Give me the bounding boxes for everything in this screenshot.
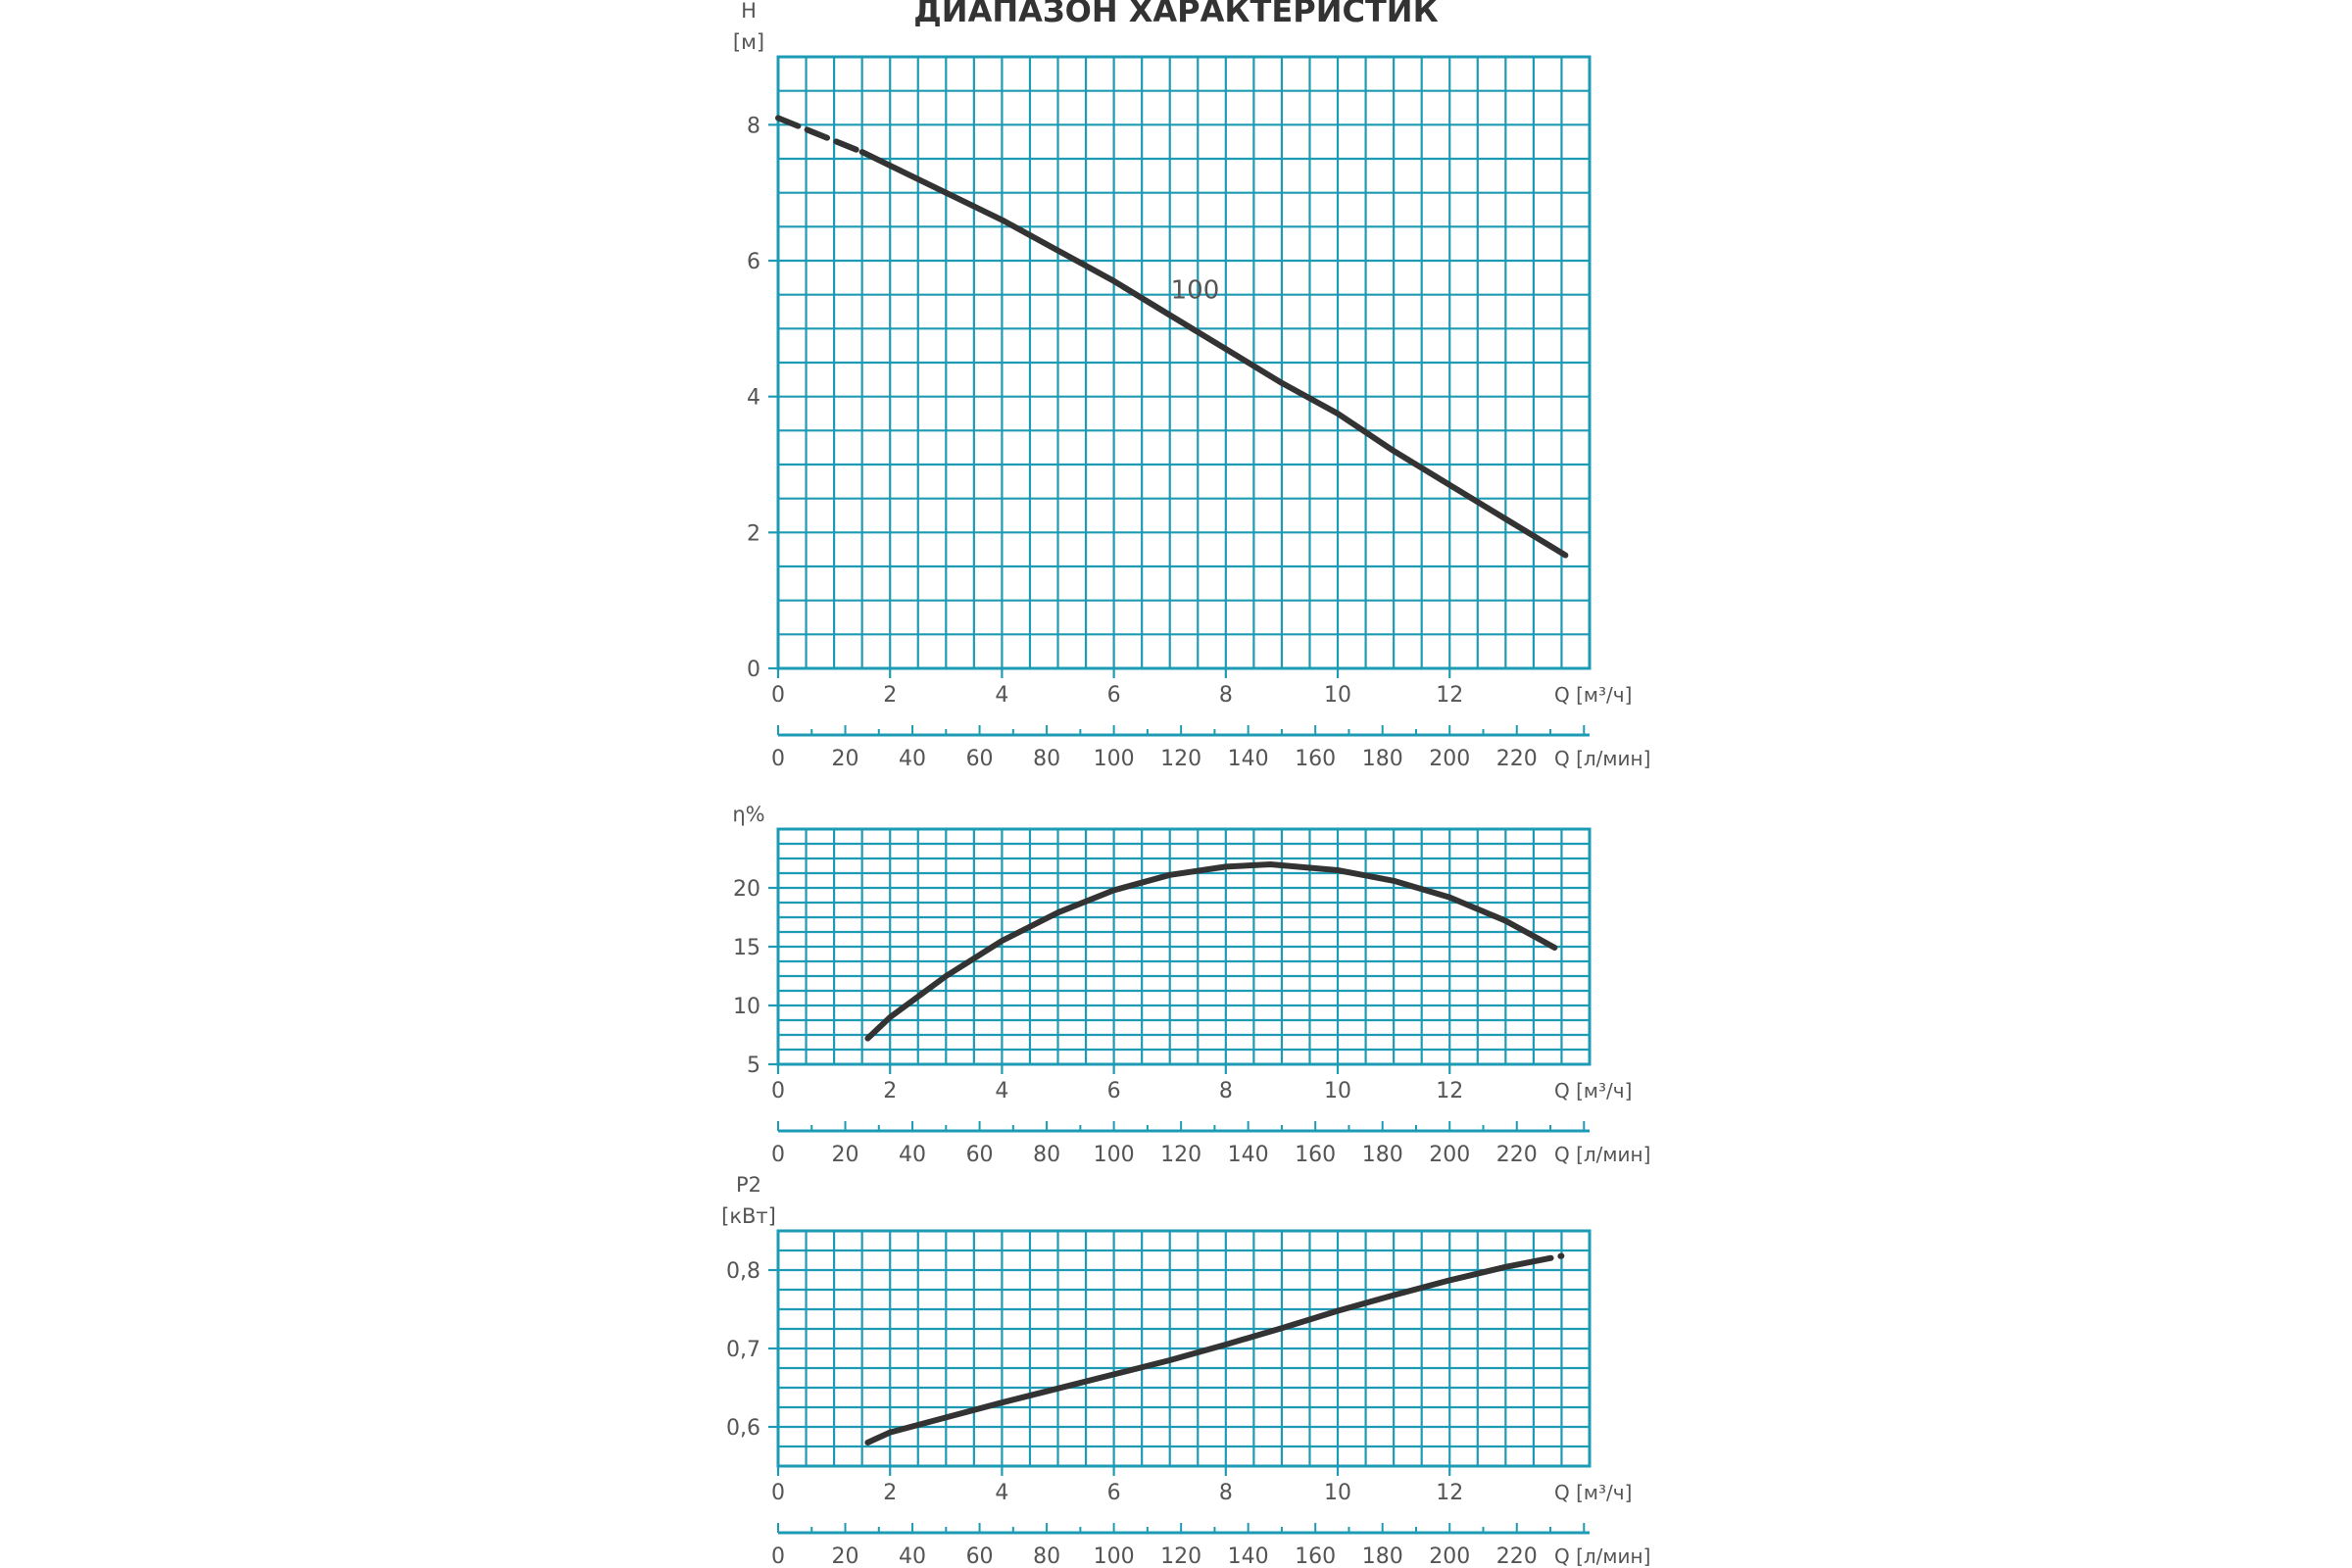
x-tick-label: 10	[1324, 1481, 1351, 1505]
x-tick-label: 0	[771, 683, 785, 708]
x-axis-unit-label: Q [м³/ч]	[1554, 1079, 1632, 1102]
y-tick-label: 20	[733, 877, 760, 902]
x-tick-label: 0	[771, 1079, 785, 1103]
secondary-x-tick-label: 20	[832, 1143, 859, 1167]
y-axis-unit: [кВт]	[721, 1204, 776, 1228]
y-tick-label: 0,6	[726, 1416, 760, 1441]
y-tick-label: 15	[733, 936, 760, 960]
x-tick-label: 8	[1219, 1079, 1233, 1103]
x-tick-label: 4	[995, 1079, 1008, 1103]
secondary-x-tick-label: 40	[899, 1544, 926, 1568]
plot-frame	[776, 55, 1592, 670]
secondary-x-tick-label: 60	[966, 1544, 994, 1568]
y-tick-label: 2	[747, 521, 760, 546]
y-tick-label: 10	[733, 995, 760, 1019]
x-tick-label: 10	[1324, 683, 1351, 708]
x-axis-unit-label: Q [м³/ч]	[1554, 1481, 1632, 1504]
secondary-x-tick-label: 180	[1362, 1143, 1403, 1167]
performance-curve	[864, 861, 1543, 1042]
x-tick-label: 6	[1107, 1079, 1121, 1103]
x-tick-label: 2	[883, 1481, 897, 1505]
x-tick-label: 12	[1436, 683, 1463, 708]
x-tick-label: 4	[995, 683, 1008, 708]
secondary-x-tick-label: 220	[1496, 1544, 1538, 1568]
page-title: ДИАПАЗОН ХАРАКТЕРИСТИК	[913, 0, 1439, 29]
x-axis-unit-label: Q [м³/ч]	[1554, 683, 1632, 707]
curve-dashed-end	[1530, 1252, 1565, 1265]
chart-3: 0,6 0,7 0,8 P2 [кВт] 0 2 4 6 8 10 12 Q [м³/ч] 0 20 40 60…	[721, 1173, 1650, 1568]
y-tick-label: 4	[747, 386, 760, 411]
curve-dashed-end	[1547, 543, 1576, 564]
secondary-x-tick-label: 200	[1429, 1143, 1470, 1167]
secondary-x-axis-unit-label: Q [л/мин]	[1554, 747, 1650, 770]
y-axis-label: P2	[736, 1173, 761, 1197]
x-tick-label: 2	[883, 1079, 897, 1103]
secondary-x-tick-label: 60	[966, 747, 994, 771]
secondary-x-tick-label: 80	[1033, 747, 1060, 771]
x-tick-label: 4	[995, 1481, 1008, 1505]
secondary-x-tick-label: 0	[771, 1143, 785, 1167]
secondary-x-tick-label: 80	[1033, 1544, 1060, 1568]
secondary-x-tick-label: 40	[899, 747, 926, 771]
secondary-x-tick-label: 20	[832, 747, 859, 771]
secondary-x-tick-label: 100	[1094, 1544, 1135, 1568]
chart-2: 5 10 15 20 η% 0 2 4 6 8 10 12 Q [м³/ч] 0 20 40 60 80 100 12…	[732, 803, 1650, 1167]
x-tick-label: 8	[1219, 1481, 1233, 1505]
secondary-x-tick-label: 60	[966, 1143, 994, 1167]
secondary-x-tick-label: 100	[1094, 1143, 1135, 1167]
performance-curve	[864, 1258, 1537, 1446]
secondary-x-tick-label: 120	[1160, 1143, 1201, 1167]
secondary-x-tick-label: 100	[1094, 747, 1135, 771]
secondary-x-tick-label: 220	[1496, 747, 1538, 771]
secondary-x-tick-label: 180	[1362, 747, 1403, 771]
chart-1: 0 2 4 6 8 H [м] 0 2 4 6 8 10 12 Q [м³/ч] 0 20 40 60 80 100 12…	[733, 0, 1651, 771]
secondary-x-tick-label: 200	[1429, 1544, 1470, 1568]
secondary-x-tick-label: 120	[1160, 1544, 1201, 1568]
x-tick-label: 12	[1436, 1481, 1463, 1505]
secondary-x-tick-label: 80	[1033, 1143, 1060, 1167]
secondary-x-tick-label: 0	[771, 747, 785, 771]
x-tick-label: 8	[1219, 683, 1233, 708]
secondary-x-tick-label: 0	[771, 1544, 785, 1568]
curve-dashed-start	[775, 115, 865, 156]
y-tick-label: 0,7	[726, 1338, 760, 1362]
x-tick-label: 0	[771, 1481, 785, 1505]
secondary-x-tick-label: 160	[1295, 747, 1336, 771]
x-tick-label: 10	[1324, 1079, 1351, 1103]
y-tick-label: 0,8	[726, 1259, 760, 1284]
secondary-x-tick-label: 120	[1160, 747, 1201, 771]
x-tick-label: 6	[1107, 683, 1121, 708]
curve-dashed-end	[1536, 936, 1565, 955]
y-tick-label: 0	[747, 658, 760, 682]
y-tick-label: 8	[747, 114, 760, 138]
secondary-x-tick-label: 20	[832, 1544, 859, 1568]
y-axis-label: H	[741, 0, 757, 23]
secondary-x-tick-label: 140	[1228, 747, 1269, 771]
curve-label: 100	[1171, 276, 1220, 306]
secondary-x-tick-label: 220	[1496, 1143, 1538, 1167]
performance-curve	[858, 149, 1553, 550]
secondary-x-axis-unit-label: Q [л/мин]	[1554, 1143, 1650, 1166]
x-tick-label: 2	[883, 683, 897, 708]
x-tick-label: 12	[1436, 1079, 1463, 1103]
secondary-x-tick-label: 200	[1429, 747, 1470, 771]
secondary-x-tick-label: 140	[1228, 1143, 1269, 1167]
y-axis-label: η%	[732, 803, 764, 826]
y-axis-unit: [м]	[733, 30, 764, 54]
secondary-x-tick-label: 140	[1228, 1544, 1269, 1568]
y-tick-label: 5	[747, 1054, 760, 1078]
secondary-x-tick-label: 40	[899, 1143, 926, 1167]
y-tick-label: 6	[747, 250, 760, 274]
secondary-x-tick-label: 160	[1295, 1143, 1336, 1167]
secondary-x-axis-unit-label: Q [л/мин]	[1554, 1544, 1650, 1568]
secondary-x-tick-label: 160	[1295, 1544, 1336, 1568]
x-tick-label: 6	[1107, 1481, 1121, 1505]
secondary-x-tick-label: 180	[1362, 1544, 1403, 1568]
